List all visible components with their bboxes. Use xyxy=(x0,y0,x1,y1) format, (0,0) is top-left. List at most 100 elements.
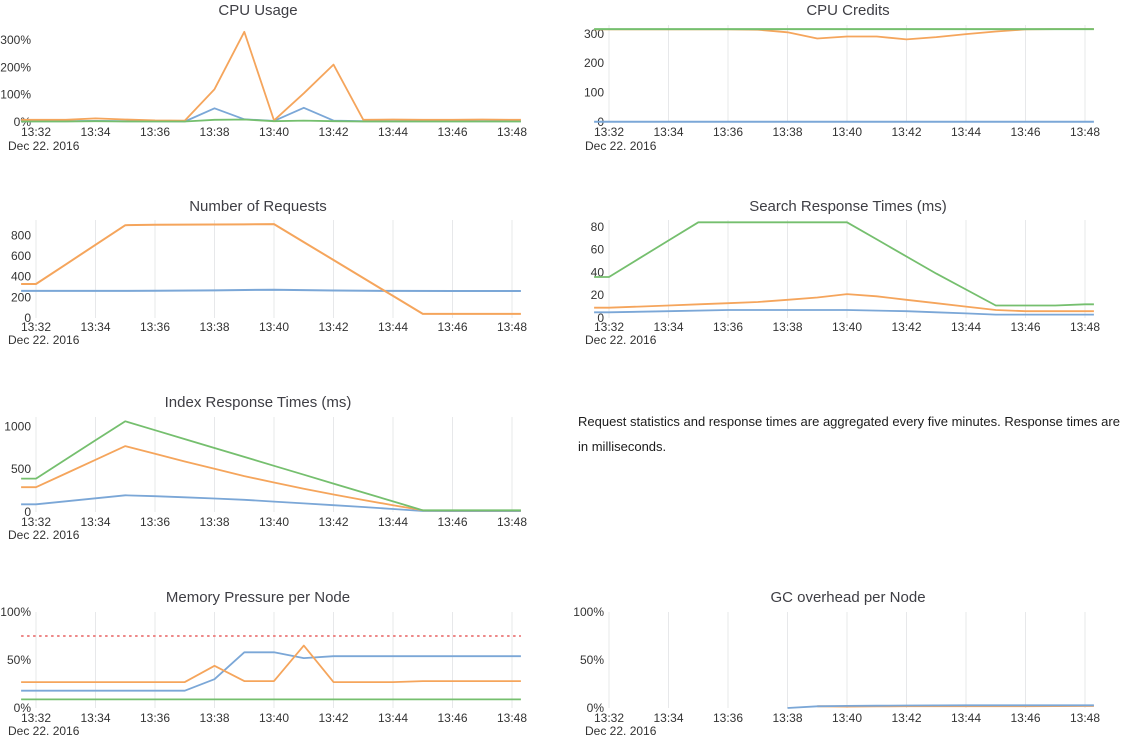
x-axis-label: 13:40 xyxy=(259,515,289,529)
y-axis-label: 200 xyxy=(584,56,604,70)
y-axis-label: 200% xyxy=(0,60,31,74)
x-axis-label: 13:48 xyxy=(1070,125,1100,139)
y-axis-label: 600 xyxy=(11,249,31,263)
x-axis-label: 13:34 xyxy=(653,125,683,139)
x-axis-label: 13:34 xyxy=(80,125,110,139)
aggregation-note-text: Request statistics and response times ar… xyxy=(578,414,1120,454)
chart-title-index-response-times: Index Response Times (ms) xyxy=(164,394,352,411)
y-axis-label: 200 xyxy=(11,290,31,304)
note-panel: Request statistics and response times ar… xyxy=(565,385,1131,580)
series-blue xyxy=(21,494,521,512)
x-axis-label: 13:46 xyxy=(437,320,467,334)
x-axis-label: 13:36 xyxy=(713,711,743,725)
series-blue xyxy=(21,651,521,692)
x-axis-label: 13:48 xyxy=(1070,711,1100,725)
memory-pressure-panel: Memory Pressure per Node 0% 50% 100% 13:32 1… xyxy=(0,580,565,741)
x-axis-label: 13:36 xyxy=(140,320,170,334)
series-green xyxy=(594,221,1094,307)
y-axis-label: 100% xyxy=(573,605,604,619)
y-axis-label: 800 xyxy=(11,229,31,243)
chart-title-cpu-credits: CPU Credits xyxy=(806,2,890,19)
x-axis-label: 13:38 xyxy=(772,125,802,139)
x-axis-label: 13:38 xyxy=(199,320,229,334)
x-axis-label: 13:46 xyxy=(1010,320,1040,334)
x-axis-label: 13:32 xyxy=(21,125,51,139)
x-axis-label: 13:42 xyxy=(318,125,348,139)
x-axis-label: 13:48 xyxy=(497,711,527,725)
x-axis-label: 13:46 xyxy=(1010,711,1040,725)
y-axis-label: 0% xyxy=(587,701,605,715)
search-response-times-panel: Search Response Times (ms) 0 20 40 60 80 13:3… xyxy=(565,190,1131,385)
x-axis-label: 13:48 xyxy=(497,515,527,529)
x-axis-label: 13:44 xyxy=(951,125,981,139)
x-axis-label: 13:36 xyxy=(140,711,170,725)
x-axis-label: 13:34 xyxy=(80,711,110,725)
x-axis-date-label: Dec 22. 2016 xyxy=(585,724,657,738)
x-axis-label: 13:32 xyxy=(21,711,51,725)
series-green xyxy=(21,420,521,512)
y-axis-label: 500 xyxy=(11,462,31,476)
x-axis-label: 13:44 xyxy=(378,711,408,725)
x-axis-label: 13:44 xyxy=(378,515,408,529)
x-axis-label: 13:42 xyxy=(318,711,348,725)
x-axis-date-label: Dec 22. 2016 xyxy=(585,139,657,153)
x-axis-label: 13:48 xyxy=(1070,320,1100,334)
x-axis-label: 13:42 xyxy=(318,515,348,529)
y-axis-label: 0 xyxy=(597,311,604,325)
x-axis-label: 13:46 xyxy=(437,515,467,529)
cpu-usage-panel: CPU Usage 0% 100% 200% 300% 13:32 13:34 13:36 1… xyxy=(0,0,565,190)
x-axis-label: 13:42 xyxy=(891,711,921,725)
y-axis-label: 400 xyxy=(11,270,31,284)
x-axis-label: 13:32 xyxy=(594,125,624,139)
x-axis-label: 13:46 xyxy=(437,711,467,725)
y-axis-label: 20 xyxy=(591,288,605,302)
x-axis-label: 13:38 xyxy=(772,320,802,334)
index-response-times-panel: Index Response Times (ms) 0 500 1000 13:32 1… xyxy=(0,385,565,580)
index-response-times-chart[interactable]: 0 500 1000 13:32 13:34 13:36 13:38 13:40 13:42 13… xyxy=(0,385,565,580)
cpu-usage-chart[interactable]: 0%100%200%300%13:32 13:34 13:36 13:38 13:40 1… xyxy=(0,0,565,190)
chart-title-search-response-times: Search Response Times (ms) xyxy=(749,198,947,215)
memory-pressure-chart[interactable]: 0% 50% 100% 13:32 13:34 13:36 13:38 13:40 13:42 1… xyxy=(0,580,565,741)
x-axis-label: 13:48 xyxy=(497,320,527,334)
y-axis-label: 0 xyxy=(24,505,31,519)
x-axis-label: 13:32 xyxy=(21,515,51,529)
chart-title-number-of-requests: Number of Requests xyxy=(189,198,327,215)
series-orange xyxy=(594,293,1094,313)
x-axis-date-label: Dec 22. 2016 xyxy=(8,139,80,153)
search-response-times-chart[interactable]: 0 20 40 60 80 13:32 13:34 13:36 13:38 13:40 13:42 1… xyxy=(565,190,1131,385)
x-axis-label: 13:40 xyxy=(259,125,289,139)
x-axis-label: 13:40 xyxy=(832,125,862,139)
series-orange xyxy=(21,223,521,315)
number-of-requests-chart[interactable]: 0 200 400 600 800 13:32 13:34 13:36 13:38 13:40 13… xyxy=(0,190,565,385)
x-axis-label: 13:44 xyxy=(951,711,981,725)
y-axis-label: 50% xyxy=(7,653,31,667)
x-axis-label: 13:32 xyxy=(594,711,624,725)
x-axis-label: 13:34 xyxy=(80,515,110,529)
cpu-credits-panel: CPU Credits 0 100 200 300 13:32 13:34 13:36 13:… xyxy=(565,0,1131,190)
x-axis-label: 13:44 xyxy=(378,125,408,139)
series-orange xyxy=(594,28,1094,41)
x-axis-label: 13:38 xyxy=(199,515,229,529)
x-axis-label: 13:34 xyxy=(80,320,110,334)
x-axis-label: 13:34 xyxy=(653,320,683,334)
gc-overhead-chart[interactable]: 0% 50% 100% 13:32 13:34 13:36 13:38 13:40 13:42 1… xyxy=(565,580,1131,741)
y-axis-label: 100 xyxy=(584,86,604,100)
x-axis-label: 13:40 xyxy=(259,320,289,334)
x-axis-label: 13:36 xyxy=(140,515,170,529)
x-axis-label: 13:38 xyxy=(199,711,229,725)
x-axis-label: 13:36 xyxy=(713,320,743,334)
series-blue xyxy=(787,704,1094,709)
y-axis-label: 50% xyxy=(580,653,604,667)
y-axis-label: 100% xyxy=(0,88,31,102)
x-axis-label: 13:38 xyxy=(199,125,229,139)
x-axis-label: 13:32 xyxy=(594,320,624,334)
y-axis-label: 80 xyxy=(591,220,605,234)
x-axis-label: 13:42 xyxy=(318,320,348,334)
x-axis-label: 13:48 xyxy=(497,125,527,139)
series-blue xyxy=(594,309,1094,316)
x-axis-label: 13:46 xyxy=(1010,125,1040,139)
x-axis-date-label: Dec 22. 2016 xyxy=(8,724,80,738)
series-blue xyxy=(21,288,521,292)
